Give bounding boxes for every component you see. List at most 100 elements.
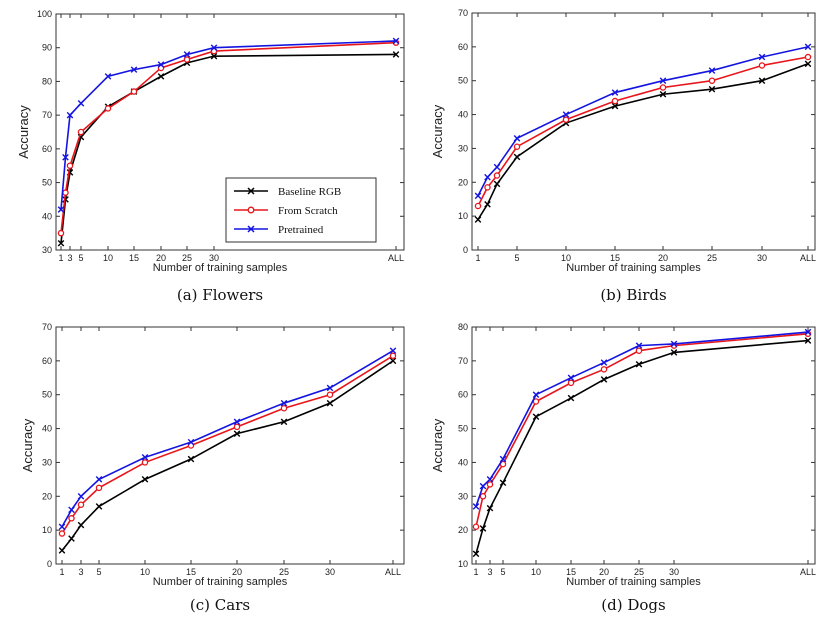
panel-caption: (b) Birds [600, 286, 666, 304]
data-point [141, 459, 149, 466]
y-tick-label: 80 [458, 322, 468, 332]
x-axis-label: Number of training samples [153, 576, 288, 588]
data-point [486, 476, 494, 483]
y-axis-label: Accuracy [430, 418, 445, 472]
legend-label: Baseline RGB [278, 186, 341, 198]
x-tick-label: 1 [58, 253, 63, 263]
data-point [66, 111, 74, 119]
y-tick-label: 0 [47, 559, 52, 569]
legend-marker [247, 225, 255, 233]
data-point [758, 77, 766, 85]
data-point [499, 479, 507, 487]
data-point [493, 180, 501, 188]
series-from-scratch [58, 352, 397, 537]
y-tick-label: 30 [458, 143, 468, 153]
series-baseline-rgb [472, 337, 812, 558]
data-point [62, 153, 69, 161]
series-pretrained [58, 347, 397, 531]
y-tick-label: 70 [458, 8, 468, 18]
data-point [183, 56, 191, 63]
data-point [95, 476, 103, 483]
x-tick-label: ALL [388, 253, 404, 263]
data-point [659, 90, 667, 98]
x-tick-label: 30 [325, 567, 335, 577]
y-tick-label: 20 [42, 491, 52, 501]
data-point [57, 229, 65, 237]
y-tick-label: 50 [458, 424, 468, 434]
legend-item: Baseline RGB [234, 186, 341, 198]
data-point [326, 399, 334, 407]
data-point [659, 77, 667, 85]
data-point [280, 399, 288, 407]
data-point [611, 97, 619, 105]
x-tick-label: 5 [78, 253, 83, 263]
data-point [57, 206, 65, 213]
data-point [804, 53, 812, 61]
data-point [95, 503, 103, 510]
data-point [62, 189, 69, 196]
legend-label: From Scratch [278, 205, 338, 217]
data-point [513, 143, 521, 150]
series-line [477, 63, 809, 220]
y-tick-label: 20 [458, 525, 468, 535]
x-tick-label: 15 [610, 253, 620, 263]
data-point [95, 484, 103, 492]
x-tick-label: 20 [232, 567, 242, 577]
legend-marker [247, 206, 255, 214]
data-point [77, 128, 85, 136]
data-point [484, 184, 491, 191]
series-line [477, 46, 809, 197]
data-point [484, 200, 491, 208]
data-point [77, 521, 85, 529]
data-point [68, 515, 75, 522]
data-point [157, 73, 165, 80]
y-tick-label: 20 [458, 177, 468, 187]
data-point [611, 89, 619, 96]
y-tick-label: 80 [42, 76, 52, 86]
data-point [600, 366, 608, 373]
data-point [66, 162, 74, 169]
plot-frame [55, 13, 405, 251]
data-point [513, 153, 521, 161]
data-point [392, 37, 400, 45]
data-point [141, 454, 149, 461]
data-point [183, 51, 191, 58]
data-point [670, 349, 678, 356]
data-point [130, 66, 138, 73]
data-point [635, 342, 643, 349]
series-line [475, 339, 809, 555]
y-tick-label: 70 [42, 322, 52, 332]
series-pretrained [57, 37, 400, 213]
data-point [567, 394, 575, 402]
y-axis-label: Accuracy [16, 105, 31, 159]
y-tick-label: 50 [42, 390, 52, 400]
data-point [77, 100, 85, 107]
y-tick-label: 60 [42, 356, 52, 366]
series-line [477, 56, 809, 207]
data-point [58, 523, 66, 531]
series-pretrained [474, 43, 812, 200]
x-tick-label: 5 [514, 253, 519, 263]
x-tick-label: 1 [475, 253, 480, 263]
y-tick-label: 60 [458, 390, 468, 400]
x-tick-label: 20 [156, 253, 166, 263]
x-tick-label: 3 [487, 567, 492, 577]
data-point [326, 384, 334, 392]
data-point [474, 216, 482, 223]
x-axis-label: Number of training samples [566, 576, 701, 588]
x-tick-label: 25 [634, 567, 644, 577]
data-point [233, 418, 241, 426]
x-tick-label: 30 [669, 567, 679, 577]
data-point [58, 530, 66, 537]
data-point [474, 202, 482, 210]
x-tick-label: 15 [186, 567, 196, 577]
data-point [486, 481, 494, 488]
data-point [104, 73, 112, 80]
data-point [58, 547, 66, 554]
x-axis-label: Number of training samples [566, 262, 701, 274]
panel-4: 10 20 30 40 50 60 70 80 1 3 5 10 15 20 25 30 ALL Number o… [430, 322, 816, 614]
data-point [157, 61, 165, 68]
data-point [130, 88, 138, 95]
y-axis-label: Accuracy [20, 418, 35, 472]
x-tick-label: 5 [96, 567, 101, 577]
